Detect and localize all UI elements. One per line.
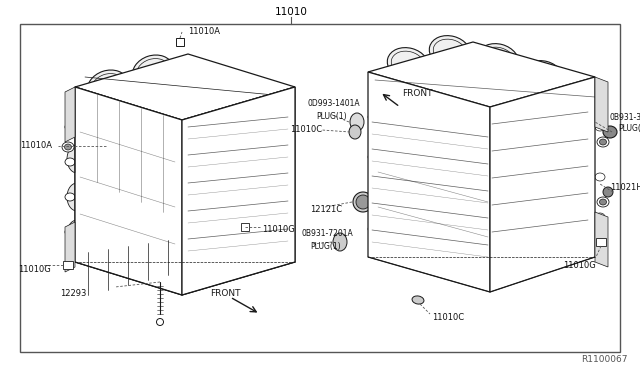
Polygon shape <box>368 72 490 292</box>
Ellipse shape <box>353 192 373 212</box>
Polygon shape <box>63 261 73 269</box>
Ellipse shape <box>350 113 364 131</box>
Ellipse shape <box>368 113 378 121</box>
Ellipse shape <box>595 213 605 221</box>
Polygon shape <box>595 77 608 132</box>
Ellipse shape <box>387 48 429 80</box>
Polygon shape <box>596 238 606 246</box>
Polygon shape <box>65 222 75 272</box>
Text: 11010C: 11010C <box>432 312 464 321</box>
Ellipse shape <box>86 109 94 115</box>
Text: FRONT: FRONT <box>402 90 433 99</box>
Ellipse shape <box>132 55 173 89</box>
Polygon shape <box>241 223 249 231</box>
Ellipse shape <box>600 139 607 145</box>
Ellipse shape <box>65 158 75 166</box>
Ellipse shape <box>368 153 378 161</box>
Ellipse shape <box>600 199 607 205</box>
Text: 11010A: 11010A <box>20 141 52 151</box>
Polygon shape <box>176 38 184 46</box>
Ellipse shape <box>597 197 609 207</box>
Ellipse shape <box>374 92 396 122</box>
Ellipse shape <box>595 173 605 181</box>
Polygon shape <box>75 54 295 120</box>
Text: 11010G: 11010G <box>18 264 51 273</box>
Text: PLUG(1): PLUG(1) <box>310 241 340 250</box>
Ellipse shape <box>266 104 274 110</box>
Ellipse shape <box>368 190 378 198</box>
Text: 11010G: 11010G <box>262 224 295 234</box>
Ellipse shape <box>522 61 564 93</box>
Bar <box>20 24 620 352</box>
Ellipse shape <box>477 44 518 76</box>
Text: 0B931-3041A: 0B931-3041A <box>610 112 640 122</box>
Text: 0D993-1401A: 0D993-1401A <box>308 99 360 109</box>
Text: 12121C: 12121C <box>310 205 342 215</box>
Ellipse shape <box>349 125 361 139</box>
Text: 11010A: 11010A <box>188 28 220 36</box>
Ellipse shape <box>429 36 470 68</box>
Ellipse shape <box>356 195 370 209</box>
Text: FRONT: FRONT <box>210 289 241 298</box>
Polygon shape <box>490 77 595 292</box>
Ellipse shape <box>88 70 129 104</box>
Polygon shape <box>75 87 182 295</box>
Polygon shape <box>75 87 182 295</box>
Ellipse shape <box>177 39 182 45</box>
Text: 11010G: 11010G <box>563 260 596 269</box>
Text: R1100067: R1100067 <box>582 355 628 364</box>
Ellipse shape <box>597 137 609 147</box>
Text: 12293: 12293 <box>60 289 86 298</box>
Ellipse shape <box>65 144 72 150</box>
Text: 11021H: 11021H <box>610 183 640 192</box>
Ellipse shape <box>374 217 396 247</box>
Ellipse shape <box>374 137 396 167</box>
Text: PLUG(1): PLUG(1) <box>618 125 640 134</box>
Polygon shape <box>182 87 295 295</box>
Polygon shape <box>65 87 75 142</box>
Ellipse shape <box>595 123 605 131</box>
Ellipse shape <box>65 228 75 236</box>
Polygon shape <box>368 42 595 107</box>
Ellipse shape <box>603 187 613 197</box>
Ellipse shape <box>96 117 104 123</box>
Ellipse shape <box>62 142 74 152</box>
Ellipse shape <box>67 103 87 131</box>
Polygon shape <box>595 212 608 267</box>
Ellipse shape <box>65 193 75 201</box>
Text: 11010: 11010 <box>275 7 308 17</box>
Text: 11010C: 11010C <box>290 125 322 134</box>
Ellipse shape <box>67 220 87 248</box>
Ellipse shape <box>179 62 221 96</box>
Ellipse shape <box>256 111 264 117</box>
Ellipse shape <box>412 296 424 304</box>
Ellipse shape <box>157 318 163 326</box>
Ellipse shape <box>603 126 617 138</box>
Ellipse shape <box>65 123 75 131</box>
Text: PLUG(1): PLUG(1) <box>316 112 347 121</box>
Polygon shape <box>182 87 295 295</box>
Text: 0B931-7201A: 0B931-7201A <box>302 230 354 238</box>
Ellipse shape <box>67 145 87 173</box>
Ellipse shape <box>67 183 87 211</box>
Ellipse shape <box>333 233 347 251</box>
Ellipse shape <box>374 179 396 209</box>
Ellipse shape <box>106 141 114 151</box>
Ellipse shape <box>227 77 268 111</box>
Ellipse shape <box>368 225 378 233</box>
